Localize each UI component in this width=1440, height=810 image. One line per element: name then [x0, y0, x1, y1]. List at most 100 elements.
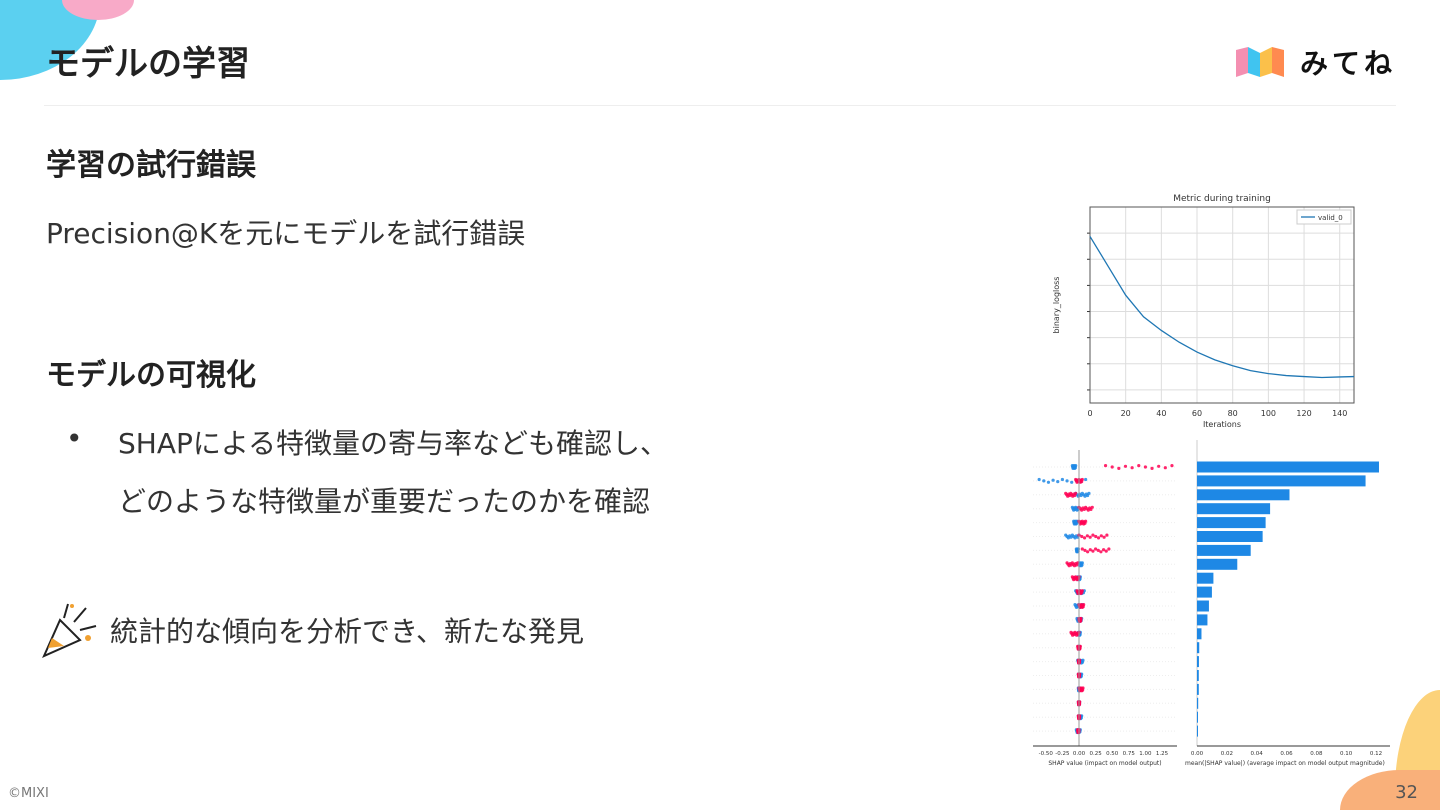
shap-point [1080, 589, 1084, 593]
shap-point [1079, 616, 1083, 621]
x-tick-label: 1.00 [1139, 751, 1152, 757]
shap-point [1080, 561, 1084, 565]
shap-bar [1197, 544, 1251, 556]
shap-point [1082, 603, 1086, 607]
shap-point [1150, 466, 1154, 470]
shap-bar [1197, 642, 1200, 654]
x-tick-label: 0.00 [1191, 751, 1204, 757]
slide-title: モデルの学習 [46, 44, 250, 84]
shap-point [1042, 479, 1046, 483]
party-popper-icon [42, 603, 97, 658]
shap-bar [1197, 531, 1263, 542]
shap-point [1170, 464, 1174, 468]
shap-point [1087, 491, 1091, 495]
shap-point [1105, 533, 1109, 537]
shap-bar-chart: 0.00 0.02 0.04 0.06 0.08 0.10 0.12 mean(|SHAP v… [1185, 440, 1390, 767]
shap-bar [1197, 489, 1290, 501]
x-tick-label: 0.10 [1340, 751, 1353, 757]
shap-point [1078, 644, 1082, 648]
shap-point [1163, 466, 1167, 470]
shap-point [1137, 464, 1141, 468]
shap-point [1091, 533, 1095, 537]
shap-bar [1197, 586, 1212, 598]
bullet-dot: • [66, 422, 83, 455]
shap-point [1037, 477, 1041, 482]
shap-bar [1197, 503, 1271, 515]
shap-point [1085, 534, 1089, 538]
x-tick-label: 80 [1228, 409, 1238, 418]
shap-point [1074, 464, 1078, 468]
x-tick-label: 0 [1087, 409, 1092, 418]
x-axis-label: SHAP value (impact on model output) [1048, 760, 1161, 767]
legend-label: valid_0 [1318, 214, 1343, 222]
shap-point [1099, 534, 1103, 538]
section-text-training: Precision@Kを元にモデルを試行錯誤 [46, 217, 526, 250]
shap-point [1084, 519, 1088, 523]
shap-point [1088, 548, 1092, 552]
shap-point [1107, 547, 1111, 551]
shap-point [1080, 477, 1084, 482]
shap-point [1081, 686, 1085, 690]
shap-point [1094, 547, 1098, 551]
shap-bar [1197, 725, 1198, 737]
shap-point [1084, 477, 1088, 482]
shap-point [1099, 550, 1103, 554]
shap-point [1074, 491, 1078, 495]
copyright: ©MIXI [8, 786, 49, 801]
y-axis-label: binary_logloss [1052, 277, 1061, 334]
shap-point [1096, 548, 1100, 552]
shap-point [1088, 535, 1092, 539]
shap-point [1094, 534, 1098, 539]
x-tick-label: -0.50 [1039, 751, 1054, 757]
x-axis-label: Iterations [1203, 420, 1241, 429]
conclusion-text: 統計的な傾向を分析でき、新たな発見 [110, 615, 585, 648]
x-tick-label: 0.12 [1370, 751, 1382, 757]
bullet-line-1: SHAPによる特徴量の寄与率なども確認し、 [118, 427, 669, 460]
section-heading-training: 学習の試行錯誤 [46, 148, 256, 183]
x-tick-label: 20 [1121, 409, 1131, 418]
mitene-logo-icon [1236, 47, 1284, 77]
shap-point [1102, 535, 1106, 539]
shap-point [1080, 547, 1084, 551]
x-tick-label: 0.04 [1251, 751, 1264, 757]
decor-blob-orange [1340, 770, 1440, 810]
shap-point [1060, 477, 1064, 482]
shap-point [1123, 464, 1128, 468]
shap-bar [1197, 461, 1379, 473]
x-tick-label: 1.25 [1156, 751, 1169, 757]
x-tick-label: 0.25 [1089, 751, 1102, 757]
page-number: 32 [1395, 782, 1418, 803]
x-tick-label: 0.02 [1221, 751, 1233, 757]
shap-point [1086, 550, 1090, 554]
shap-bar [1197, 572, 1214, 584]
x-tick-label: 40 [1156, 409, 1166, 418]
shap-bar [1197, 683, 1199, 695]
shap-bar [1197, 628, 1202, 640]
shap-point [1143, 465, 1147, 469]
shap-bar [1197, 711, 1198, 723]
shap-bar [1197, 697, 1199, 709]
series-line-valid_0 [1089, 236, 1355, 379]
shap-bar [1197, 656, 1199, 668]
shap-point [1101, 548, 1106, 552]
shap-point [1096, 536, 1101, 540]
x-tick-label: 0.50 [1106, 751, 1119, 757]
x-axis-label: mean(|SHAP value|) (average impact on mo… [1185, 760, 1385, 767]
shap-point [1046, 480, 1051, 484]
x-tick-label: 100 [1261, 409, 1276, 418]
decor-blob-pink [62, 0, 134, 20]
shap-bar [1197, 558, 1238, 570]
logo-text: みてね [1300, 47, 1397, 80]
x-tick-label: 60 [1192, 409, 1202, 418]
shap-point [1130, 466, 1134, 470]
shap-point [1080, 534, 1084, 539]
shap-point [1103, 464, 1108, 468]
legend-box [1296, 209, 1352, 225]
x-tick-label: -0.25 [1055, 751, 1070, 757]
shap-point [1051, 478, 1055, 482]
bullet-line-2: どのような特徴量が重要だったのかを確認 [118, 485, 651, 518]
x-tick-label: 0.06 [1280, 751, 1293, 757]
shap-point [1157, 464, 1161, 468]
shap-point [1056, 480, 1060, 484]
shap-point [1083, 548, 1087, 552]
